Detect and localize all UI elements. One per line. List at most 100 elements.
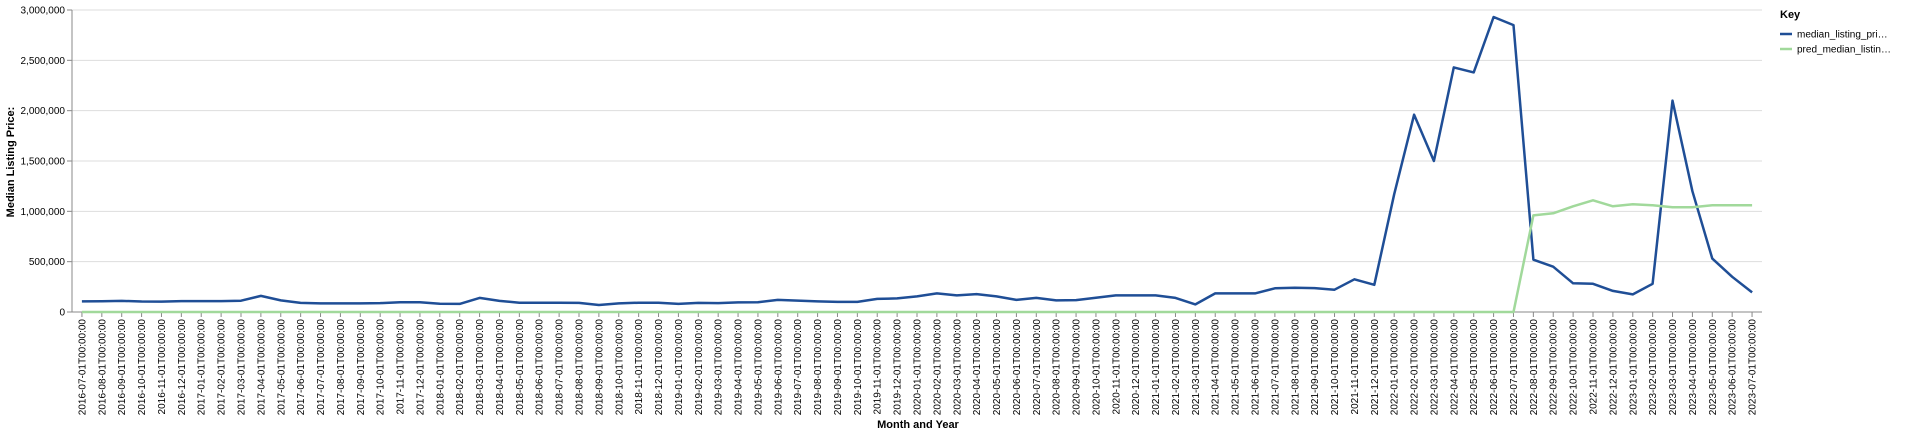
y-tick-label: 0 [59,308,65,319]
x-tick-label: 2023-02-01T00:00:00 [1648,319,1659,416]
x-tick-label: 2016-07-01T00:00:00 [77,319,88,416]
x-tick-label: 2020-06-01T00:00:00 [1012,319,1023,416]
x-tick-label: 2017-07-01T00:00:00 [316,319,327,416]
x-tick-label: 2022-06-01T00:00:00 [1489,319,1500,416]
x-tick-label: 2023-06-01T00:00:00 [1728,319,1739,416]
x-tick-label: 2017-12-01T00:00:00 [415,319,426,416]
x-tick-label: 2019-05-01T00:00:00 [753,319,764,416]
x-tick-label: 2017-06-01T00:00:00 [296,319,307,416]
x-tick-label: 2021-11-01T00:00:00 [1350,319,1361,415]
x-tick-label: 2019-09-01T00:00:00 [833,319,844,416]
x-tick-label: 2022-07-01T00:00:00 [1509,319,1520,416]
x-tick-label: 2017-02-01T00:00:00 [217,319,228,416]
x-tick-label: 2017-08-01T00:00:00 [336,319,347,416]
x-tick-label: 2022-05-01T00:00:00 [1469,319,1480,416]
x-axis-title: Month and Year [877,419,959,431]
legend-label: median_listing_pri… [1797,30,1888,41]
y-tick-label: 2,000,000 [21,106,66,117]
y-tick-label: 500,000 [29,257,66,268]
y-tick-label: 1,500,000 [21,157,66,168]
x-tick-label: 2020-07-01T00:00:00 [1032,319,1043,416]
x-tick-label: 2022-08-01T00:00:00 [1529,319,1540,416]
x-tick-label: 2017-01-01T00:00:00 [197,319,208,416]
x-tick-label: 2019-10-01T00:00:00 [853,319,864,416]
x-tick-label: 2023-05-01T00:00:00 [1708,319,1719,416]
x-tick-label: 2018-05-01T00:00:00 [515,319,526,416]
x-tick-label: 2020-05-01T00:00:00 [992,319,1003,416]
x-tick-label: 2018-12-01T00:00:00 [654,319,665,416]
y-tick-label: 2,500,000 [21,56,66,67]
x-tick-label: 2021-07-01T00:00:00 [1270,319,1281,416]
x-tick-label: 2019-06-01T00:00:00 [773,319,784,416]
x-tick-label: 2021-01-01T00:00:00 [1151,319,1162,416]
x-tick-label: 2021-09-01T00:00:00 [1310,319,1321,416]
x-tick-label: 2017-04-01T00:00:00 [256,319,267,416]
x-tick-label: 2022-04-01T00:00:00 [1449,319,1460,416]
x-tick-label: 2021-10-01T00:00:00 [1330,319,1341,416]
x-tick-label: 2022-11-01T00:00:00 [1589,319,1600,415]
x-tick-label: 2021-03-01T00:00:00 [1191,319,1202,416]
x-tick-label: 2018-06-01T00:00:00 [535,319,546,416]
x-tick-label: 2022-09-01T00:00:00 [1549,319,1560,416]
x-tick-label: 2022-03-01T00:00:00 [1429,319,1440,416]
x-tick-label: 2017-09-01T00:00:00 [356,319,367,416]
y-tick-label: 1,000,000 [21,207,66,218]
x-tick-label: 2018-08-01T00:00:00 [575,319,586,416]
x-tick-label: 2018-04-01T00:00:00 [495,319,506,416]
series-line [81,199,1753,314]
x-tick-label: 2020-03-01T00:00:00 [952,319,963,416]
x-tick-label: 2020-08-01T00:00:00 [1052,319,1063,416]
x-tick-label: 2020-01-01T00:00:00 [913,319,924,416]
x-tick-label: 2021-05-01T00:00:00 [1231,319,1242,416]
x-tick-label: 2018-10-01T00:00:00 [614,319,625,416]
x-tick-label: 2020-09-01T00:00:00 [1072,319,1083,416]
x-tick-label: 2019-03-01T00:00:00 [714,319,725,416]
x-tick-label: 2020-10-01T00:00:00 [1091,319,1102,416]
x-tick-label: 2023-01-01T00:00:00 [1628,319,1639,416]
x-tick-label: 2022-10-01T00:00:00 [1569,319,1580,416]
x-tick-label: 2021-06-01T00:00:00 [1251,319,1262,416]
x-tick-label: 2019-02-01T00:00:00 [694,319,705,416]
x-tick-label: 2018-02-01T00:00:00 [455,319,466,416]
legend-title: Key [1780,9,1801,21]
x-tick-label: 2017-03-01T00:00:00 [237,319,248,416]
x-tick-label: 2017-10-01T00:00:00 [376,319,387,416]
x-tick-label: 2018-03-01T00:00:00 [475,319,486,416]
x-tick-label: 2018-01-01T00:00:00 [435,319,446,416]
x-tick-label: 2021-02-01T00:00:00 [1171,319,1182,416]
x-tick-label: 2021-08-01T00:00:00 [1290,319,1301,416]
x-tick-label: 2016-12-01T00:00:00 [177,319,188,416]
x-tick-label: 2019-04-01T00:00:00 [734,319,745,416]
x-tick-label: 2021-12-01T00:00:00 [1370,319,1381,416]
y-axis-title: Median Listing Price: [5,107,17,218]
x-tick-label: 2017-05-01T00:00:00 [276,319,287,416]
x-tick-label: 2019-12-01T00:00:00 [893,319,904,416]
x-tick-label: 2020-04-01T00:00:00 [972,319,983,416]
x-tick-label: 2022-01-01T00:00:00 [1390,319,1401,416]
y-tick-label: 3,000,000 [21,6,66,17]
x-tick-label: 2019-07-01T00:00:00 [793,319,804,416]
x-tick-label: 2022-12-01T00:00:00 [1608,319,1619,416]
x-tick-label: 2019-01-01T00:00:00 [674,319,685,416]
x-tick-label: 2020-11-01T00:00:00 [1111,319,1122,415]
x-tick-label: 2023-04-01T00:00:00 [1688,319,1699,416]
x-tick-label: 2018-09-01T00:00:00 [594,319,605,416]
x-tick-label: 2018-11-01T00:00:00 [634,319,645,415]
x-tick-label: 2019-08-01T00:00:00 [813,319,824,416]
x-tick-label: 2022-02-01T00:00:00 [1410,319,1421,416]
x-tick-label: 2020-12-01T00:00:00 [1131,319,1142,416]
x-tick-label: 2020-02-01T00:00:00 [932,319,943,416]
x-tick-label: 2017-11-01T00:00:00 [396,319,407,415]
x-tick-label: 2016-10-01T00:00:00 [137,319,148,416]
x-tick-label: 2021-04-01T00:00:00 [1211,319,1222,416]
x-tick-label: 2016-11-01T00:00:00 [157,319,168,415]
legend-label: pred_median_listin… [1797,45,1891,56]
x-tick-label: 2018-07-01T00:00:00 [555,319,566,416]
x-tick-label: 2023-07-01T00:00:00 [1748,319,1759,416]
x-tick-label: 2016-09-01T00:00:00 [117,319,128,416]
x-tick-label: 2016-08-01T00:00:00 [97,319,108,416]
x-tick-label: 2023-03-01T00:00:00 [1668,319,1679,416]
series-line [81,15,1753,307]
x-tick-label: 2019-11-01T00:00:00 [873,319,884,415]
